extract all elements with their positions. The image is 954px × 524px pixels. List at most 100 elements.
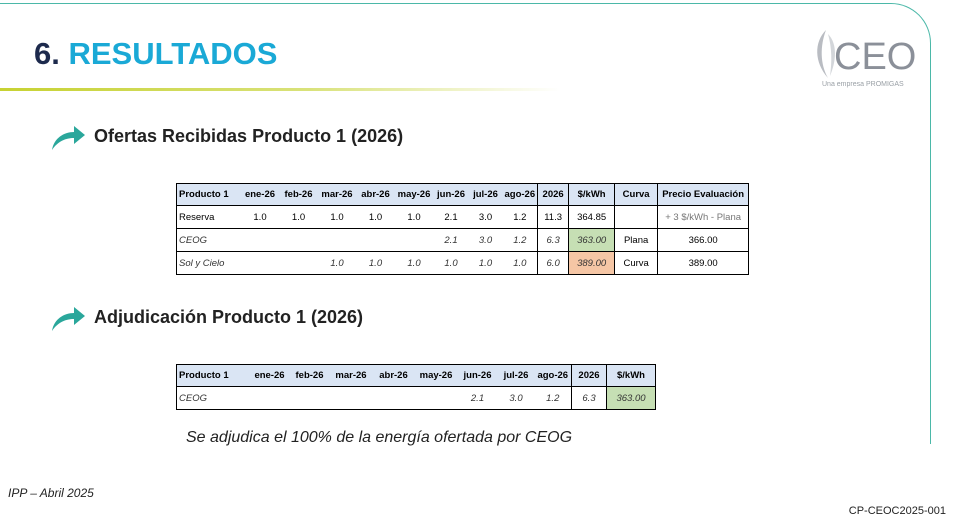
table-cell: 2.1 bbox=[433, 228, 469, 252]
column-header: Precio Evaluación bbox=[657, 183, 750, 206]
table-cell: 389.00 bbox=[568, 251, 616, 275]
column-header: ago-26 bbox=[502, 183, 539, 206]
leaf-icon bbox=[817, 30, 835, 78]
table-cell: 6.3 bbox=[571, 386, 607, 410]
table-cell: 364.85 bbox=[568, 205, 616, 229]
table-cell: 1.0 bbox=[317, 205, 357, 229]
column-header: jun-26 bbox=[457, 364, 498, 387]
table-cell bbox=[279, 228, 318, 252]
table-row: CEOG 2.1 3.0 1.2 6.3 363.00 Plana 366.00 bbox=[176, 228, 750, 252]
table-cell: 1.2 bbox=[502, 228, 539, 252]
table-cell: 363.00 bbox=[568, 228, 616, 252]
column-header: $/kWh bbox=[606, 364, 656, 387]
column-header: feb-26 bbox=[289, 364, 330, 387]
column-header: ene-26 bbox=[240, 183, 280, 206]
footer-date: IPP – Abril 2025 bbox=[8, 486, 94, 500]
section-adjudicacion: Adjudicación Producto 1 (2026) bbox=[50, 305, 450, 335]
column-header: 2026 bbox=[571, 364, 607, 387]
column-header: abr-26 bbox=[372, 364, 415, 387]
table-cell: 6.3 bbox=[537, 228, 570, 252]
column-header: may-26 bbox=[394, 183, 434, 206]
table-cell: Curva bbox=[614, 251, 659, 275]
table-cell: 363.00 bbox=[606, 386, 656, 410]
table-cell: 1.2 bbox=[534, 386, 572, 410]
slide-frame bbox=[0, 3, 931, 444]
table-cell: Sol y Cielo bbox=[176, 251, 241, 275]
table-cell: 1.0 bbox=[502, 251, 539, 275]
column-header: 2026 bbox=[537, 183, 570, 206]
column-header: ene-26 bbox=[249, 364, 290, 387]
logo-subtitle: Una empresa PROMIGAS bbox=[822, 81, 904, 88]
title-number: 6. bbox=[34, 36, 60, 71]
column-header: mar-26 bbox=[329, 364, 373, 387]
table-cell: 1.0 bbox=[394, 251, 434, 275]
table-cell: 1.0 bbox=[356, 251, 395, 275]
table-row: Reserva 1.0 1.0 1.0 1.0 1.0 2.1 3.0 1.2 … bbox=[176, 205, 750, 229]
table-cell: 1.0 bbox=[394, 205, 434, 229]
column-header: mar-26 bbox=[317, 183, 357, 206]
offers-table: Producto 1 ene-26 feb-26 mar-26 abr-26 m… bbox=[176, 183, 750, 275]
column-header: may-26 bbox=[414, 364, 458, 387]
column-header: jul-26 bbox=[468, 183, 503, 206]
column-header: $/kWh bbox=[568, 183, 616, 206]
table-cell: CEOG bbox=[176, 386, 250, 410]
footer-code: CP-CEOC2025-001 bbox=[848, 505, 946, 517]
table-cell: CEOG bbox=[176, 228, 241, 252]
column-header: feb-26 bbox=[279, 183, 318, 206]
page-title: 6. RESULTADOS bbox=[34, 36, 277, 72]
column-header: Producto 1 bbox=[176, 183, 241, 206]
table-cell: 1.0 bbox=[356, 205, 395, 229]
table-cell: 1.0 bbox=[240, 205, 280, 229]
section-title-adjudicacion: Adjudicación Producto 1 (2026) bbox=[94, 307, 364, 327]
table-header-row: Producto 1 ene-26 feb-26 mar-26 abr-26 m… bbox=[176, 364, 656, 387]
section-ofertas: Ofertas Recibidas Producto 1 (2026) bbox=[50, 124, 450, 154]
table-cell: 3.0 bbox=[497, 386, 535, 410]
table-cell bbox=[279, 251, 318, 275]
arrow-right-icon bbox=[52, 126, 85, 150]
table-cell: 3.0 bbox=[468, 228, 503, 252]
column-header: jun-26 bbox=[433, 183, 469, 206]
table-cell bbox=[394, 228, 434, 252]
section-title-ofertas: Ofertas Recibidas Producto 1 (2026) bbox=[94, 126, 404, 146]
table-cell: 2.1 bbox=[457, 386, 498, 410]
table-cell: Reserva bbox=[176, 205, 241, 229]
table-cell bbox=[317, 228, 357, 252]
table-cell: 1.0 bbox=[279, 205, 318, 229]
table-cell bbox=[329, 386, 373, 410]
column-header: jul-26 bbox=[497, 364, 535, 387]
table-cell: 1.0 bbox=[468, 251, 503, 275]
table-cell bbox=[356, 228, 395, 252]
table-cell: 1.2 bbox=[502, 205, 539, 229]
table-cell: + 3 $/kWh - Plana bbox=[657, 205, 750, 229]
table-cell: 6.0 bbox=[537, 251, 570, 275]
table-row: Sol y Cielo 1.0 1.0 1.0 1.0 1.0 1.0 6.0 … bbox=[176, 251, 750, 275]
table-cell: 389.00 bbox=[657, 251, 750, 275]
arrow-right-icon bbox=[52, 307, 85, 331]
table-cell bbox=[614, 205, 659, 229]
award-statement: Se adjudica el 100% de la energía oferta… bbox=[186, 429, 573, 446]
column-header: Curva bbox=[614, 183, 659, 206]
column-header: ago-26 bbox=[534, 364, 572, 387]
table-cell: 1.0 bbox=[433, 251, 469, 275]
table-cell: 1.0 bbox=[317, 251, 357, 275]
table-cell: 366.00 bbox=[657, 228, 750, 252]
table-cell: 11.3 bbox=[537, 205, 570, 229]
table-cell bbox=[372, 386, 415, 410]
table-cell bbox=[240, 228, 280, 252]
title-word: RESULTADOS bbox=[68, 36, 278, 71]
company-logo: CEO Una empresa PROMIGAS bbox=[812, 28, 916, 92]
table-cell bbox=[414, 386, 458, 410]
table-header-row: Producto 1 ene-26 feb-26 mar-26 abr-26 m… bbox=[176, 183, 750, 206]
table-row: CEOG 2.1 3.0 1.2 6.3 363.00 bbox=[176, 386, 656, 410]
table-cell bbox=[289, 386, 330, 410]
title-underline bbox=[0, 88, 560, 91]
table-cell: Plana bbox=[614, 228, 659, 252]
logo-text: CEO bbox=[834, 36, 917, 78]
table-cell bbox=[249, 386, 290, 410]
table-cell: 2.1 bbox=[433, 205, 469, 229]
award-table: Producto 1 ene-26 feb-26 mar-26 abr-26 m… bbox=[176, 364, 656, 410]
column-header: abr-26 bbox=[356, 183, 395, 206]
column-header: Producto 1 bbox=[176, 364, 250, 387]
table-cell bbox=[240, 251, 280, 275]
table-cell: 3.0 bbox=[468, 205, 503, 229]
